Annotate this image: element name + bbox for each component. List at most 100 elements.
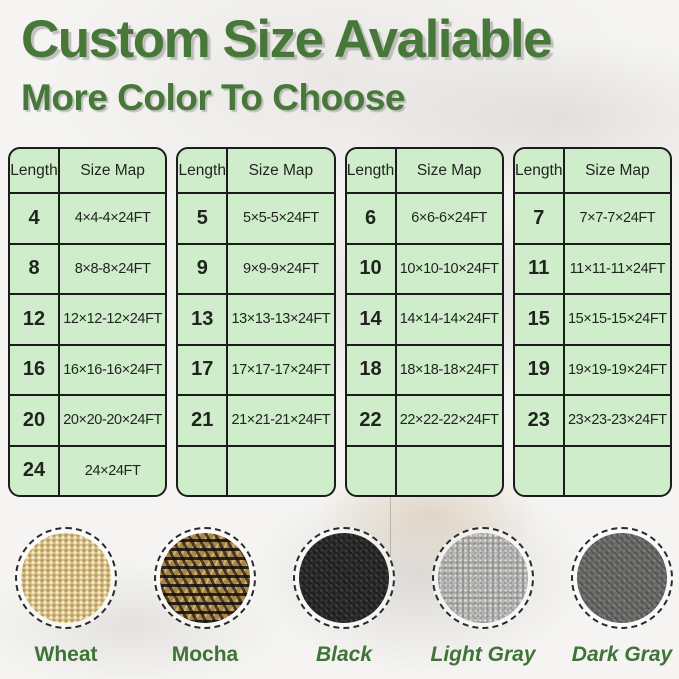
size-map-cell: 21×21-21×24FT (231, 412, 331, 429)
table-row: 17 17×17-17×24FT (178, 345, 334, 396)
size-map-header: Size Map (80, 161, 145, 179)
size-map-cell (397, 447, 502, 496)
size-table-3: Length Size Map 6 6×6-6×24FT 10 10×10-10×24FT… (344, 147, 504, 497)
size-map-cell: 4×4-4×24FT (74, 210, 151, 227)
size-map-cell (565, 447, 670, 496)
size-map-cell: 5×5-5×24FT (242, 210, 319, 227)
length-header: Length (347, 149, 397, 192)
length-cell: 6 (347, 194, 397, 243)
table-row: 13 13×13-13×24FT (178, 295, 334, 346)
table-header-row: Length Size Map (346, 149, 502, 194)
dashed-ring (571, 527, 673, 629)
table-row: 19 19×19-19×24FT (514, 345, 670, 396)
dashed-ring (154, 527, 256, 629)
table-row: 24 24×24FT (10, 446, 165, 495)
swatch-label: Mocha (171, 643, 239, 666)
length-cell: 10 (347, 244, 397, 293)
length-cell: 13 (178, 295, 229, 344)
table-row: 12 12×12-12×24FT (10, 295, 166, 346)
length-cell: 12 (10, 295, 60, 344)
swatch-mocha: Mocha (154, 527, 256, 667)
size-map-cell: 11×11-11×24FT (569, 260, 666, 277)
size-table-1: Length Size Map 4 4×4-4×24FT 8 8×8-8×24FT 12 12… (8, 147, 168, 497)
table-row: 18 18×18-18×24FT (346, 345, 502, 396)
size-map-cell: 6×6-6×24FT (411, 210, 488, 227)
size-table-4: Length Size Map 7 7×7-7×24FT 11 11×11-11×24FT… (512, 147, 672, 497)
size-map-cell: 24×24FT (84, 462, 141, 479)
length-cell: 22 (347, 396, 397, 445)
length-cell: 15 (515, 295, 565, 344)
table-row: 10 10×10-10×24FT (346, 244, 502, 295)
fabric-swatch-light-gray (438, 533, 528, 623)
background-thread-detail (390, 494, 391, 558)
page-title: Custom Size Avaliable (21, 10, 553, 69)
swatch-label: Light Gray (430, 643, 536, 666)
size-tables: Length Size Map 4 4×4-4×24FT 8 8×8-8×24FT 12 12… (8, 147, 672, 497)
length-cell: 9 (178, 244, 229, 293)
size-map-cell: 12×12-12×24FT (63, 311, 163, 328)
table-row: 20 20×20-20×24FT (10, 396, 166, 447)
length-header: Length (515, 149, 565, 192)
length-cell: 14 (347, 295, 397, 344)
table-header-row: Length Size Map (10, 149, 166, 194)
length-cell: 7 (515, 194, 565, 243)
size-map-cell: 10×10-10×24FT (399, 260, 499, 277)
size-map-cell: 18×18-18×24FT (399, 361, 499, 378)
fabric-swatch-wheat (21, 533, 111, 623)
dashed-ring (293, 527, 395, 629)
length-header: Length (178, 149, 229, 192)
swatch-light-gray: Light Gray (430, 527, 536, 667)
size-map-cell: 17×17-17×24FT (231, 361, 331, 378)
size-map-cell: 16×16-16×24FT (63, 361, 163, 378)
table-row: 11 11×11-11×24FT (514, 244, 670, 295)
length-cell: 21 (178, 396, 229, 445)
size-map-cell: 20×20-20×24FT (63, 412, 163, 429)
table-row (347, 446, 502, 496)
size-map-cell: 13×13-13×24FT (231, 311, 331, 328)
page-subtitle: More Color To Choose (21, 77, 405, 118)
table-row (515, 446, 670, 496)
swatch-label: Wheat (34, 643, 98, 666)
length-cell (178, 446, 229, 495)
length-cell: 11 (515, 244, 565, 293)
length-cell: 20 (10, 396, 60, 445)
size-map-cell: 8×8-8×24FT (74, 260, 151, 277)
table-row: 14 14×14-14×24FT (346, 295, 502, 346)
table-header-row: Length Size Map (514, 149, 670, 194)
table-header-row: Length Size Map (178, 149, 334, 194)
swatch-row: Wheat Mocha Black Light Gray Dark Gray (15, 527, 673, 667)
length-cell (515, 446, 565, 495)
table-row: 5 5×5-5×24FT (178, 194, 334, 245)
table-row: 9 9×9-9×24FT (178, 244, 334, 295)
size-map-cell: 7×7-7×24FT (579, 210, 656, 227)
length-cell: 17 (178, 345, 229, 394)
size-map-cell: 14×14-14×24FT (399, 311, 499, 328)
size-map-cell (228, 447, 333, 496)
swatch-black: Black (293, 527, 395, 667)
table-row: 21 21×21-21×24FT (178, 396, 334, 447)
size-table-2: Length Size Map 5 5×5-5×24FT 9 9×9-9×24FT 13 13… (176, 147, 336, 497)
length-cell (347, 446, 397, 495)
length-cell: 23 (515, 396, 565, 445)
swatch-label: Dark Gray (571, 643, 673, 666)
length-header: Length (10, 149, 60, 192)
length-cell: 24 (10, 446, 60, 495)
table-row: 22 22×22-22×24FT (346, 396, 502, 447)
table-row: 7 7×7-7×24FT (514, 194, 670, 245)
swatch-label: Black (315, 643, 373, 666)
length-cell: 5 (178, 194, 229, 243)
fabric-swatch-dark-gray (577, 533, 667, 623)
size-map-header: Size Map (416, 161, 482, 179)
fabric-swatch-mocha (160, 533, 250, 623)
length-cell: 8 (10, 244, 60, 293)
size-map-header: Size Map (585, 161, 650, 179)
swatch-dark-gray: Dark Gray (571, 527, 673, 667)
table-row: 6 6×6-6×24FT (346, 194, 502, 245)
size-map-cell: 15×15-15×24FT (567, 311, 667, 328)
size-map-cell: 19×19-19×24FT (567, 361, 667, 378)
length-cell: 4 (10, 194, 60, 243)
swatch-wheat: Wheat (15, 527, 117, 667)
table-row: 8 8×8-8×24FT (10, 244, 166, 295)
dashed-ring (432, 527, 534, 629)
